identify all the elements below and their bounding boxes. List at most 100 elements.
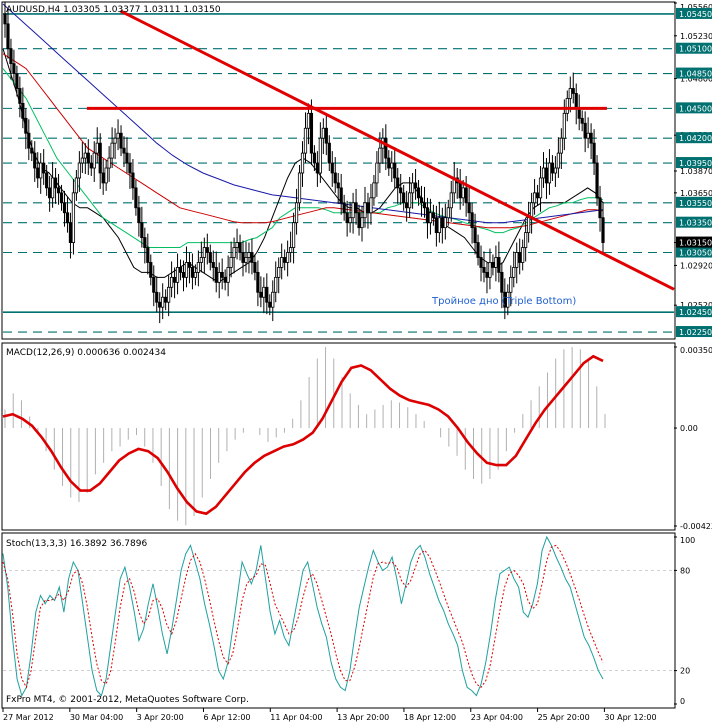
candle-body <box>164 296 168 303</box>
candle-body <box>45 172 49 189</box>
candle-body <box>521 247 525 263</box>
candle-body <box>419 197 424 204</box>
candle-body <box>158 301 162 308</box>
candle-body <box>134 187 138 209</box>
candle-body <box>342 202 346 214</box>
candle-body <box>244 257 248 263</box>
candle-body <box>167 286 171 303</box>
candle-body <box>21 103 25 119</box>
candle-body <box>485 271 489 278</box>
y-tick-label: 1.04800 <box>680 75 712 84</box>
candle-body <box>18 88 22 104</box>
candle-body <box>53 177 58 189</box>
candle-body <box>583 122 587 139</box>
candle-body <box>220 271 224 278</box>
candle-body <box>202 247 206 258</box>
candle-body <box>312 152 317 164</box>
candle-body <box>303 127 308 154</box>
candle-body <box>119 132 123 149</box>
price-level-tag <box>676 102 712 114</box>
candle-body <box>330 162 334 174</box>
candle-body <box>378 147 382 164</box>
candle-body <box>277 267 281 278</box>
y-tick-label: 0.00350 <box>680 346 712 355</box>
candle-body <box>339 187 343 204</box>
candle-body <box>327 142 331 164</box>
candle-body <box>15 73 19 89</box>
candle-body <box>479 257 483 268</box>
candle-body <box>556 152 560 169</box>
candle-body <box>205 247 209 253</box>
candle-body <box>128 162 132 174</box>
price-level-tag <box>676 326 712 338</box>
triple-bottom-annotation: Тройное дно (Triple Bottom) <box>431 296 576 307</box>
candle-body <box>372 182 376 199</box>
y-tick-label: -0.00423 <box>680 522 712 531</box>
price-level-tag <box>676 216 712 228</box>
candle-body <box>598 197 602 219</box>
candle-body <box>580 117 584 124</box>
candle-body <box>553 167 557 174</box>
trendline <box>119 9 675 291</box>
candle-body <box>500 271 504 293</box>
candle-body <box>306 112 311 129</box>
candle-body <box>390 162 394 169</box>
candle-body <box>170 276 174 288</box>
x-tick-label: 11 Apr 04:00 <box>270 713 322 722</box>
candle-body <box>529 202 534 219</box>
candle-body <box>27 132 31 149</box>
candle-body <box>140 222 144 238</box>
candle-body <box>425 207 430 224</box>
price-level-label: 1.04500 <box>679 104 712 113</box>
candle-body <box>271 291 275 308</box>
y-tick-label: 1.05230 <box>680 32 712 41</box>
price-level-tag <box>676 306 712 318</box>
candle-body <box>497 257 501 273</box>
candle-body <box>238 242 242 253</box>
x-tick-label: 27 Mar 2012 <box>3 713 54 722</box>
candle-body <box>532 192 537 204</box>
candle-body <box>434 217 438 234</box>
candle-body <box>77 162 81 179</box>
candle-body <box>461 187 465 199</box>
candle-body <box>541 167 546 179</box>
candle-body <box>9 48 13 65</box>
candle-body <box>538 177 543 199</box>
candle-body <box>3 13 7 25</box>
candle-body <box>431 212 436 219</box>
candle-body <box>229 257 233 268</box>
candle-body <box>297 172 302 204</box>
candle-body <box>387 157 391 169</box>
candle-body <box>413 182 418 189</box>
candle-body <box>348 217 352 224</box>
macd-panel: MACD(12,26,9) 0.000636 0.002434 0.003500… <box>1 342 712 531</box>
candle-body <box>71 192 76 243</box>
candle-body <box>36 167 40 179</box>
stochastic-y-axis: 100 80 20 0 <box>674 536 695 706</box>
candle-body <box>405 202 409 209</box>
candle-body <box>39 162 43 179</box>
candle-body <box>274 276 278 293</box>
price-level-tag <box>676 196 712 208</box>
candle-body <box>268 301 272 308</box>
stochastic-panel-header: Stoch(13,3,3) 16.3892 36.7896 <box>6 539 147 549</box>
candle-body <box>491 262 495 268</box>
candle-body <box>544 167 549 184</box>
candle-body <box>175 267 180 283</box>
price-y-axis: 1.055601.052301.048001.042301.038701.036… <box>674 2 712 338</box>
x-tick-label: 13 Apr 20:00 <box>337 713 389 722</box>
candle-body <box>467 202 471 214</box>
x-tick-label: 18 Apr 12:00 <box>404 713 456 722</box>
candle-body <box>428 212 433 224</box>
candle-body <box>488 262 492 278</box>
stochastic-panel: Stoch(13,3,3) 16.3892 36.7896 FxPro MT4,… <box>1 532 695 709</box>
price-level-label: 1.05100 <box>679 45 712 54</box>
candle-body <box>48 187 52 199</box>
y-tick-label: 0.00 <box>680 424 698 433</box>
y-tick-label: 100 <box>680 536 695 545</box>
candle-body <box>601 217 605 243</box>
candle-body <box>375 162 379 184</box>
candle-body <box>241 252 245 263</box>
candle-body <box>515 252 519 268</box>
candle-body <box>443 217 447 229</box>
